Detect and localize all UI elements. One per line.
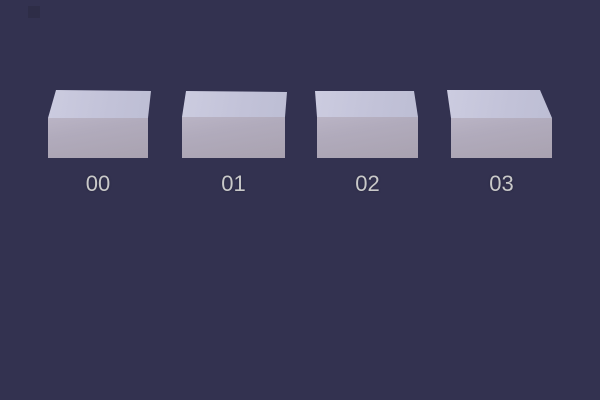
box-01-top-face: [182, 91, 287, 117]
box-00-top-face: [48, 90, 151, 118]
box-03-top-face: [447, 90, 552, 118]
box-03-label: 03: [489, 171, 514, 196]
box-02-label: 02: [355, 171, 380, 196]
top-left-square: [28, 6, 40, 18]
box-02-front-face: [317, 117, 418, 158]
box-01-label: 01: [221, 171, 246, 196]
box-00-label: 00: [85, 171, 111, 196]
box-03-front-face: [451, 118, 552, 158]
box-01-front-face: [182, 117, 285, 158]
box-00-front-face: [48, 118, 148, 158]
box-02-top-face: [315, 91, 418, 117]
